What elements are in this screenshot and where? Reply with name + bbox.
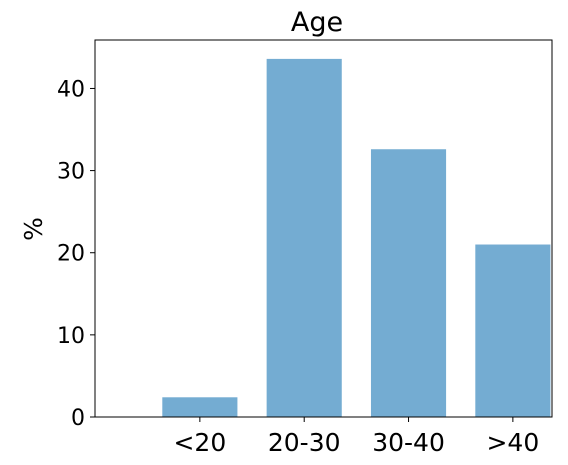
y-axis-label: % bbox=[19, 217, 48, 241]
y-tick-label: 20 bbox=[57, 242, 85, 267]
y-tick-label: 10 bbox=[57, 324, 85, 349]
plot-frame bbox=[94, 39, 553, 418]
chart-title: Age bbox=[291, 7, 343, 38]
y-tick-label: 40 bbox=[57, 77, 85, 102]
x-tick-label: <20 bbox=[173, 428, 226, 457]
bar bbox=[266, 58, 342, 417]
x-tick-label: >40 bbox=[486, 428, 539, 457]
y-tick-label: 0 bbox=[71, 406, 85, 431]
bar bbox=[475, 244, 551, 417]
y-tick-label: 30 bbox=[57, 160, 85, 185]
bar bbox=[162, 397, 238, 417]
x-axis-ticks: <20 20-30 30-40 >40 bbox=[173, 417, 539, 457]
x-tick-label: 30-40 bbox=[372, 428, 445, 457]
x-tick-label: 20-30 bbox=[268, 428, 341, 457]
bars-group bbox=[162, 58, 551, 418]
y-axis-ticks: 0 10 20 30 40 bbox=[57, 77, 95, 431]
bar bbox=[370, 149, 447, 418]
